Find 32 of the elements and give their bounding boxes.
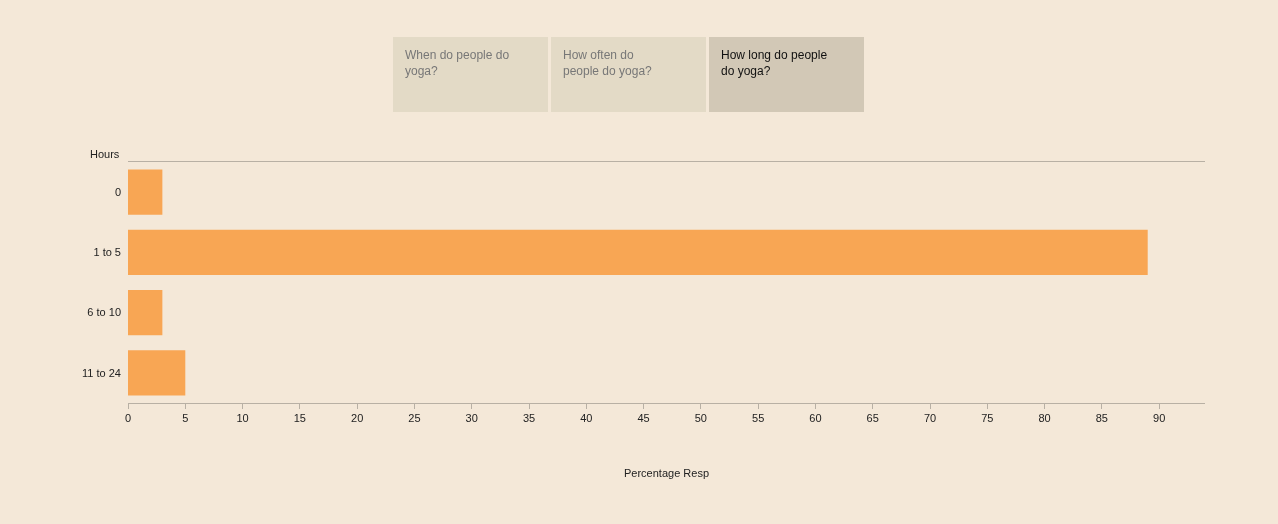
x-tick-label: 65 bbox=[866, 412, 879, 425]
x-tick-label: 30 bbox=[465, 412, 478, 425]
x-tick-label: 10 bbox=[236, 412, 249, 425]
bar bbox=[128, 229, 1148, 275]
y-axis-title: Hours bbox=[90, 148, 120, 160]
x-tick-label: 60 bbox=[809, 412, 822, 425]
x-tick-label: 55 bbox=[752, 412, 765, 425]
x-tick-label: 35 bbox=[522, 412, 536, 425]
x-axis-title: Percentage Resp bbox=[624, 467, 709, 479]
bar bbox=[128, 350, 186, 396]
x-tick-label: 85 bbox=[1095, 412, 1109, 425]
x-tick-label: 5 bbox=[182, 412, 189, 425]
x-tick-label: 80 bbox=[1038, 412, 1051, 425]
x-tick-label: 0 bbox=[124, 412, 132, 425]
x-tick-label: 90 bbox=[1153, 412, 1166, 425]
y-tick-label: 1 to 5 bbox=[93, 246, 121, 259]
y-tick-label: 0 bbox=[114, 185, 121, 198]
x-tick-label: 70 bbox=[923, 412, 937, 425]
x-tick-label: 15 bbox=[293, 412, 306, 425]
y-tick-label: 11 to 24 bbox=[82, 366, 121, 379]
text: How often do people do yoga? bbox=[563, 48, 653, 78]
y-tick-label: 6 to 10 bbox=[87, 306, 121, 319]
text: How long do people do yoga? bbox=[721, 48, 828, 78]
bar bbox=[128, 290, 163, 336]
text: When do people do yoga? bbox=[405, 48, 510, 78]
x-tick-label: 45 bbox=[637, 412, 650, 425]
x-tick-label: 50 bbox=[694, 412, 707, 425]
x-tick-label: 25 bbox=[408, 412, 421, 425]
x-tick-label: 40 bbox=[580, 412, 593, 425]
x-tick-label: 20 bbox=[351, 412, 364, 425]
bar bbox=[128, 169, 163, 215]
x-tick-label: 75 bbox=[981, 412, 994, 425]
